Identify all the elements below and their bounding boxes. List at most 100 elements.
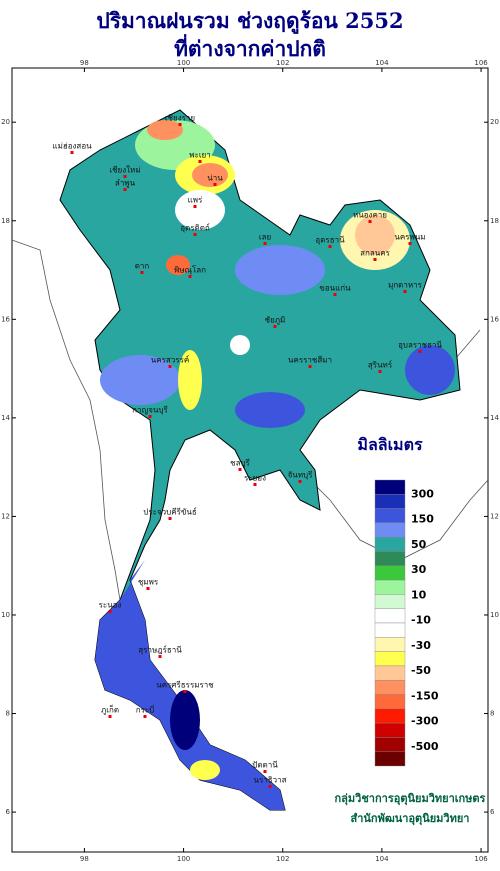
station-dot xyxy=(253,483,257,486)
legend-swatch xyxy=(374,651,406,667)
province-label: นครศรีธรรมราช xyxy=(156,681,214,690)
station-dot xyxy=(146,587,150,590)
province-label: นราธิวาส xyxy=(253,776,286,785)
neutral-area xyxy=(230,335,250,355)
dry-area xyxy=(355,215,395,255)
lat-tick-label: 6 xyxy=(490,808,495,816)
province-label: แม่ฮ่องสอน xyxy=(52,142,92,151)
legend-swatch xyxy=(374,479,406,495)
station-dot xyxy=(188,275,192,278)
lat-tick-label: 12 xyxy=(1,512,10,520)
station-dot xyxy=(70,151,74,154)
legend-swatch xyxy=(374,551,406,567)
station-dot xyxy=(148,415,152,418)
station-dot xyxy=(158,655,162,658)
legend-swatch xyxy=(374,751,406,767)
station-dot xyxy=(263,242,267,245)
province-label: เลย xyxy=(259,233,271,242)
province-label: กระบี่ xyxy=(136,704,155,715)
legend-label: -300 xyxy=(411,715,439,728)
province-label: มุกดาหาร xyxy=(388,281,423,290)
station-dot xyxy=(193,233,197,236)
station-dot xyxy=(378,370,382,373)
province-label: น่าน xyxy=(207,174,223,183)
province-label: ภูเก็ต xyxy=(101,705,119,716)
legend-label: -10 xyxy=(411,614,431,627)
province-label: ขอนแก่น xyxy=(319,284,351,293)
lat-tick-label: 18 xyxy=(490,217,499,225)
lon-tick-label: 100 xyxy=(177,855,190,863)
credit: กลุ่มวิชาการอุตุนิยมวิทยาเกษตร xyxy=(335,792,486,806)
province-label: นครราชสีมา xyxy=(288,356,332,365)
province-label: จันทบุรี xyxy=(288,471,314,480)
lon-tick-label: 98 xyxy=(80,59,89,67)
legend-swatch xyxy=(374,608,406,624)
dry-area xyxy=(190,760,220,780)
station-dot xyxy=(108,610,112,613)
lon-tick-label: 102 xyxy=(276,855,289,863)
station-dot xyxy=(238,468,242,471)
station-dot xyxy=(168,365,172,368)
legend-swatch xyxy=(374,579,406,595)
legend-swatch xyxy=(374,680,406,695)
legend-label: 30 xyxy=(411,563,427,576)
station-dot xyxy=(123,175,127,178)
credit: สำนักพัฒนาอุตุนิยมวิทยา xyxy=(351,812,470,826)
lon-tick-label: 106 xyxy=(474,59,488,67)
wet-area xyxy=(100,355,180,405)
lat-tick-label: 20 xyxy=(490,118,499,126)
province-label: ชัยภูมิ xyxy=(265,316,286,326)
legend-label: -50 xyxy=(411,664,431,677)
province-label: ชลบุรี xyxy=(230,459,250,468)
station-dot xyxy=(403,290,407,293)
province-label: พิษณุโลก xyxy=(174,265,206,275)
legend-label: 10 xyxy=(411,588,427,601)
province-label: อุดรธานี xyxy=(315,236,345,245)
legend-label: -30 xyxy=(411,639,431,652)
station-dot xyxy=(213,183,217,186)
legend-swatch xyxy=(374,494,406,509)
province-label: สุราษฎร์ธานี xyxy=(138,645,182,655)
lon-tick-label: 100 xyxy=(177,59,190,67)
lat-tick-label: 10 xyxy=(490,611,499,619)
station-dot xyxy=(298,480,302,483)
province-label: นครสวรรค์ xyxy=(151,355,189,365)
province-label: ลำพูน xyxy=(115,179,136,189)
lat-tick-label: 16 xyxy=(490,315,499,323)
lat-tick-label: 20 xyxy=(1,118,10,126)
lat-tick-label: 6 xyxy=(6,808,11,816)
wet-area xyxy=(235,392,305,428)
lon-tick-label: 102 xyxy=(276,59,289,67)
station-dot xyxy=(308,365,312,368)
lat-tick-label: 12 xyxy=(490,512,499,520)
anomaly-areas xyxy=(95,120,455,810)
station-dot xyxy=(143,715,147,718)
legend-swatch xyxy=(374,508,406,524)
legend-title: มิลลิเมตร xyxy=(357,435,423,454)
lat-tick-label: 16 xyxy=(1,315,10,323)
lon-tick-label: 106 xyxy=(474,855,488,863)
legend-swatch xyxy=(374,565,406,581)
lat-tick-label: 14 xyxy=(1,414,10,422)
province-label: อุตรดิตถ์ xyxy=(180,223,210,233)
lat-tick-label: 8 xyxy=(6,710,10,718)
station-dot xyxy=(140,271,144,274)
legend-swatch xyxy=(374,694,406,710)
province-label: สุรินทร์ xyxy=(368,360,393,370)
station-dot xyxy=(328,245,332,248)
lat-tick-label: 10 xyxy=(1,611,10,619)
legend-swatch xyxy=(374,594,406,609)
dry-area xyxy=(147,120,183,140)
legend-swatch xyxy=(374,722,406,738)
station-dot xyxy=(183,690,187,693)
title-line: ที่ต่างจากค่าปกติ xyxy=(174,33,326,61)
dry-area xyxy=(166,255,190,275)
legend-swatch xyxy=(374,622,406,638)
neutral-area xyxy=(175,190,225,230)
province-label: นครพนม xyxy=(394,233,425,242)
title-line: ปริมาณฝนรวม ช่วงฤดูร้อน 2552 xyxy=(96,8,403,35)
legend-swatch xyxy=(374,522,406,538)
province-label: ประจวบคีรีขันธ์ xyxy=(143,507,197,517)
station-dot xyxy=(368,220,372,223)
